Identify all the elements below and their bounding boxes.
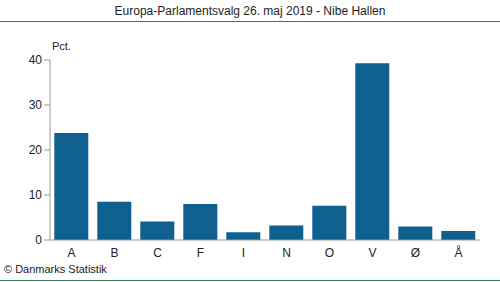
svg-text:N: N xyxy=(282,246,291,260)
svg-text:V: V xyxy=(368,246,376,260)
svg-text:0: 0 xyxy=(35,233,42,247)
svg-text:Ø: Ø xyxy=(411,246,420,260)
html-text:Pct.: Pct. xyxy=(52,40,71,52)
svg-text:B: B xyxy=(110,246,118,260)
svg-text:F: F xyxy=(197,246,204,260)
svg-text:O: O xyxy=(325,246,334,260)
html-text:Europa-Parlamentsvalg 26. maj: Europa-Parlamentsvalg 26. maj 2019 - Nib… xyxy=(114,4,386,18)
svg-text:40: 40 xyxy=(29,53,43,67)
svg-text:I: I xyxy=(242,246,245,260)
svg-text:A: A xyxy=(67,246,75,260)
svg-text:C: C xyxy=(153,246,162,260)
svg-text:20: 20 xyxy=(29,143,43,157)
svg-text:10: 10 xyxy=(29,188,43,202)
html-text:© Danmarks Statistik: © Danmarks Statistik xyxy=(4,263,107,275)
svg-text:30: 30 xyxy=(29,98,43,112)
svg-text:Å: Å xyxy=(454,245,462,260)
